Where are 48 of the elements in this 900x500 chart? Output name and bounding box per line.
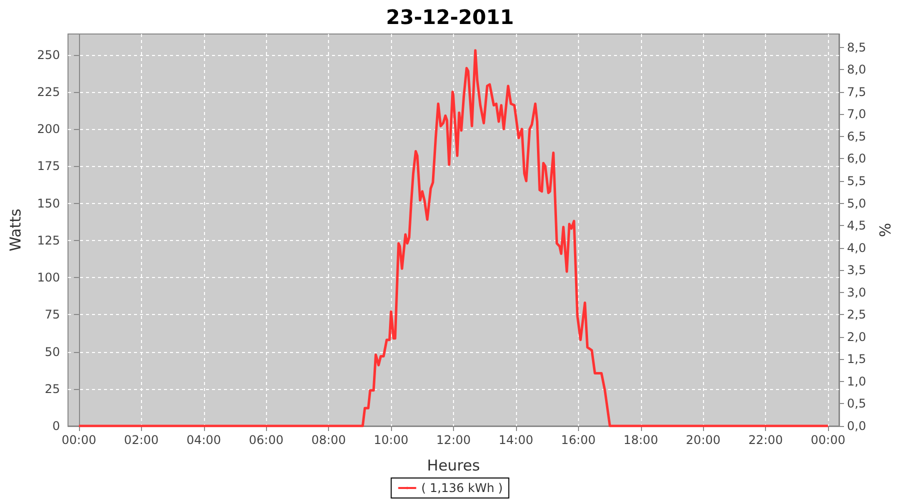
legend-label: ( 1,136 kWh ) bbox=[421, 481, 503, 495]
y-tick-label: 125 bbox=[37, 233, 60, 248]
y2-tick-label: 0,0 bbox=[847, 419, 866, 433]
y2-tick-label: 3,0 bbox=[847, 285, 866, 300]
y-tick-label: 100 bbox=[37, 270, 60, 285]
y2-tick-label: 1,0 bbox=[847, 374, 866, 388]
x-tick-label: 14:00 bbox=[498, 433, 534, 447]
y2-tick-label: 5,0 bbox=[847, 196, 866, 210]
line-series bbox=[78, 49, 830, 428]
y-tick-label: 200 bbox=[37, 122, 60, 136]
x-tick-label: 22:00 bbox=[748, 433, 783, 447]
y-axis-title: Watts bbox=[6, 208, 24, 252]
x-tick-label: 00:00 bbox=[810, 433, 846, 447]
y-tick-label: 225 bbox=[37, 84, 60, 99]
y2-tick-label: 2,5 bbox=[847, 308, 866, 322]
y2-tick-label: 0,5 bbox=[847, 396, 866, 411]
y-tick-label: 150 bbox=[37, 196, 60, 210]
x-tick-label: 12:00 bbox=[436, 433, 471, 447]
y-tick-label: 25 bbox=[44, 382, 60, 396]
y-tick-label: 50 bbox=[44, 344, 60, 359]
x-tick-label: 08:00 bbox=[311, 433, 346, 447]
y-tick-label: 175 bbox=[37, 159, 60, 174]
x-axis-title: Heures bbox=[427, 456, 480, 474]
x-tick-label: 04:00 bbox=[186, 433, 222, 447]
y2-tick-label: 4,0 bbox=[847, 240, 866, 255]
x-tick-label: 00:00 bbox=[62, 433, 96, 447]
x-tick-label: 20:00 bbox=[686, 433, 721, 447]
y2-tick-label: 8,0 bbox=[847, 62, 866, 77]
y-tick-label: 0 bbox=[52, 419, 60, 433]
x-tick-label: 02:00 bbox=[124, 433, 159, 447]
y2-tick-label: 4,5 bbox=[847, 218, 866, 233]
y2-tick-label: 7,5 bbox=[847, 84, 866, 99]
y2-tick-label: 6,0 bbox=[847, 152, 866, 166]
y-tick-label: 250 bbox=[37, 48, 60, 62]
y-tick-label: 75 bbox=[44, 308, 60, 322]
chart-title: 23-12-2011 bbox=[386, 5, 514, 29]
x-tick-label: 18:00 bbox=[623, 433, 658, 447]
y2-axis-title: % bbox=[876, 222, 894, 238]
y2-tick-label: 7,0 bbox=[847, 107, 866, 122]
y2-tick-label: 3,5 bbox=[847, 263, 866, 278]
y2-tick-label: 5,5 bbox=[847, 174, 866, 188]
x-tick-label: 06:00 bbox=[248, 433, 284, 447]
y2-tick-label: 1,5 bbox=[847, 352, 866, 366]
y2-tick-label: 6,5 bbox=[847, 129, 866, 144]
y2-tick-label: 8,5 bbox=[847, 40, 866, 54]
x-tick-label: 16:00 bbox=[561, 433, 596, 447]
x-tick-label: 10:00 bbox=[374, 433, 408, 447]
y2-tick-label: 2,0 bbox=[847, 330, 866, 344]
